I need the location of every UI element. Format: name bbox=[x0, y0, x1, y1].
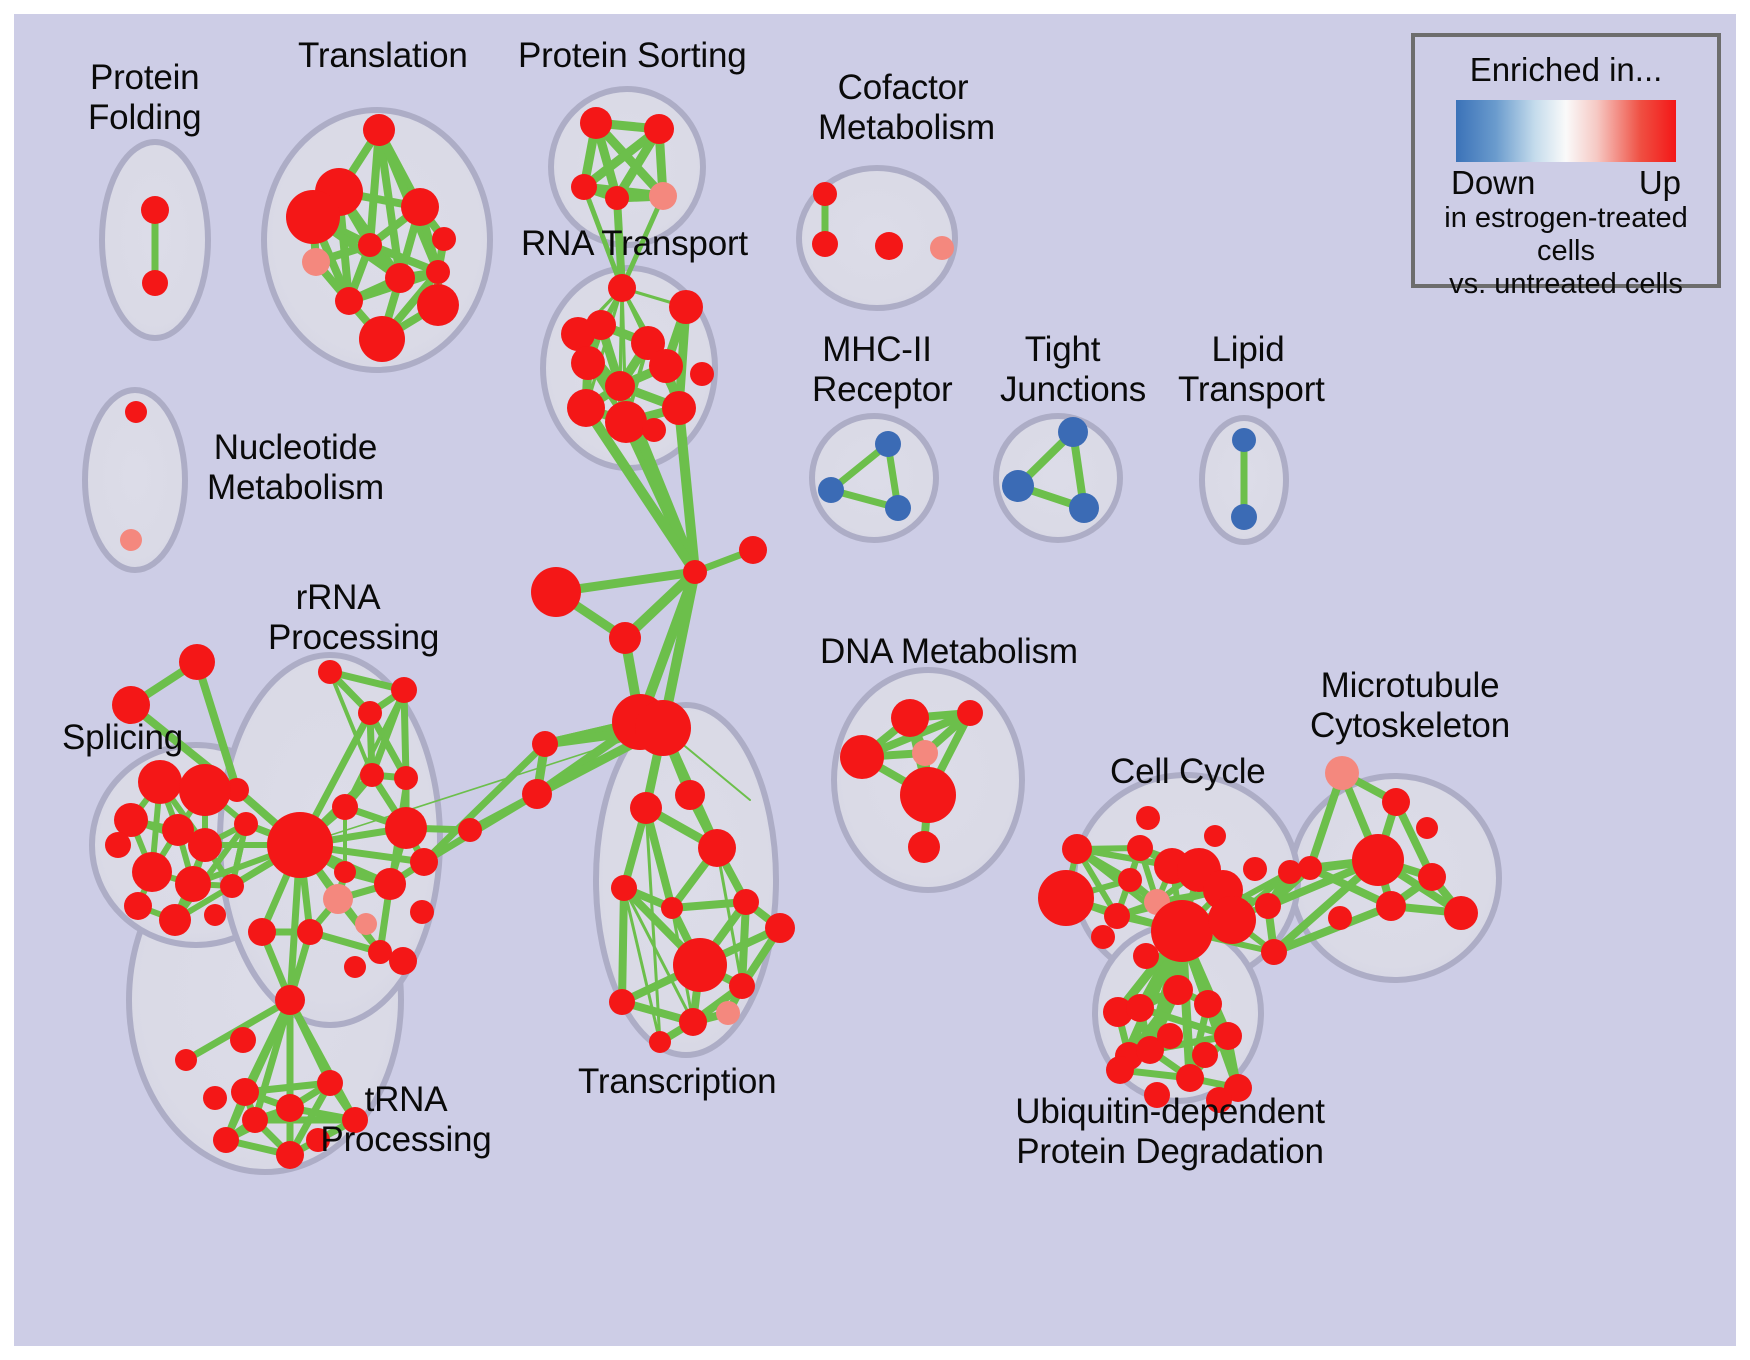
cluster-label-nucleotide-metabolism: Nucleotide Metabolism bbox=[207, 428, 384, 507]
cluster-label-microtubule-cytoskeleton: Microtubule Cytoskeleton bbox=[1310, 666, 1510, 745]
network-nodes bbox=[105, 107, 1478, 1169]
cluster-label-rna-transport: RNA Transport bbox=[521, 224, 748, 263]
cluster-label-dna-metabolism: DNA Metabolism bbox=[820, 632, 1078, 671]
cluster-label-transcription: Transcription bbox=[578, 1062, 777, 1101]
legend-title: Enriched in... bbox=[1469, 51, 1663, 88]
hull-nucleotide-metabolism bbox=[82, 387, 188, 573]
cluster-label-protein-sorting: Protein Sorting bbox=[518, 36, 747, 75]
legend-down-label: Down bbox=[1451, 164, 1536, 201]
cluster-label-rrna-processing: rRNA Processing bbox=[268, 578, 440, 657]
legend-up-label: Up bbox=[1638, 164, 1681, 201]
hull-cofactor-metabolism bbox=[796, 165, 958, 311]
legend-endpoints: Down Up bbox=[1451, 164, 1681, 202]
hull-transcription bbox=[593, 702, 779, 1058]
hull-protein-sorting bbox=[548, 86, 706, 248]
cluster-label-trna-processing: tRNA Processing bbox=[320, 1080, 492, 1159]
cluster-label-mhc-ii-receptor: MHC-II Receptor bbox=[812, 330, 953, 409]
cluster-label-ubiquitin-degradation: Ubiquitin-dependent Protein Degradation bbox=[1015, 1092, 1325, 1171]
cluster-label-tight-junctions: Tight Junctions bbox=[1000, 330, 1147, 409]
cluster-label-cofactor-metabolism: Cofactor Metabolism bbox=[818, 68, 995, 147]
cluster-label-translation: Translation bbox=[298, 36, 468, 75]
cluster-label-cell-cycle: Cell Cycle bbox=[1110, 752, 1266, 791]
cluster-label-lipid-transport: Lipid Transport bbox=[1178, 330, 1325, 409]
legend-box: Enriched in... Down Up in estrogen-treat… bbox=[1411, 33, 1721, 300]
cluster-label-splicing: Splicing bbox=[62, 718, 183, 757]
cluster-label-protein-folding: Protein Folding bbox=[88, 58, 202, 137]
legend-color-bar bbox=[1456, 100, 1676, 162]
legend-caption-line-1: in estrogen-treated cells bbox=[1444, 202, 1688, 267]
legend-caption-line-2: vs. untreated cells bbox=[1449, 268, 1683, 300]
